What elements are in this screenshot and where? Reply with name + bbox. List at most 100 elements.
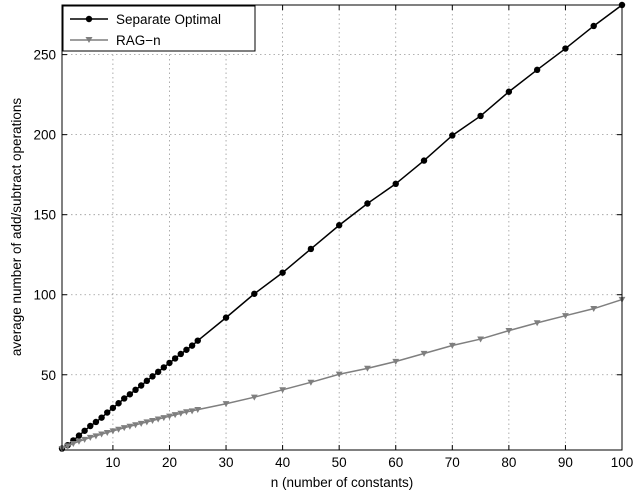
data-point [149,417,156,424]
x-tick-label: 30 [219,455,234,470]
data-point [194,337,201,344]
data-point [126,391,134,398]
x-tick-label: 90 [558,455,573,470]
data-point [335,371,343,378]
data-point [392,358,400,365]
data-point [98,431,105,438]
y-tick-label: 250 [33,48,56,63]
data-point [86,434,94,441]
data-point [335,222,343,229]
y-axis-label: average number of add/subtract operation… [9,98,24,356]
x-tick-label: 20 [162,455,177,470]
data-point [126,423,134,430]
data-point [194,407,202,414]
data-point [477,336,484,343]
grid [62,5,622,450]
data-point [590,306,598,313]
data-point [75,438,83,445]
data-point [109,428,117,435]
data-point [104,409,111,416]
legend-label-separate-optimal: Separate Optimal [116,12,221,27]
y-tick-label: 150 [33,208,56,223]
data-point [177,410,185,417]
y-tick-label: 200 [33,128,56,143]
data-point [222,314,230,321]
data-point [448,342,456,349]
data-point [171,355,179,362]
x-tick-label: 50 [332,455,347,470]
data-point [166,413,173,420]
data-point [160,415,168,422]
data-point [92,433,100,440]
x-tick-label: 10 [105,455,120,470]
data-point [307,245,315,253]
axis-ticks: 10 20 30 40 50 60 70 80 90 100 50 100 150 200 250 [33,5,633,470]
data-point [75,432,83,439]
legend-marker-separate-optimal [85,15,93,23]
data-point [64,443,72,450]
data-point [81,436,89,443]
data-point [279,387,287,394]
data-point [69,440,77,447]
data-point [279,269,286,276]
data-point [115,400,122,407]
data-point [307,379,315,386]
plot-frame [61,4,623,451]
legend: Separate Optimal RAG−n [62,5,256,52]
data-point [92,418,100,426]
data-point [188,408,196,415]
data-point [166,359,173,367]
legend-marker-rag-n [85,37,93,43]
data-point [143,419,151,426]
data-point [183,409,190,416]
plot-series [58,1,626,452]
data-point [505,88,513,95]
data-point [420,157,428,164]
series-line-rag-n [61,298,623,450]
data-point [364,200,371,207]
x-tick-label: 100 [611,455,634,470]
series-line-separate-optimal [61,4,623,450]
data-point [449,132,456,139]
data-point [477,112,484,120]
x-tick-label: 40 [275,455,290,470]
series-rag-n [58,296,626,452]
data-point [81,427,88,434]
data-point [149,373,156,380]
data-point [533,66,541,74]
data-point [171,412,179,419]
series-separate-optimal [58,1,626,452]
data-point [132,422,139,429]
data-point [188,342,196,349]
data-point [562,45,569,52]
data-point [183,346,190,353]
data-point [137,382,145,389]
data-point [533,320,541,327]
data-point [392,180,399,188]
data-point [121,395,128,402]
x-axis-label: n (number of constants) [271,475,414,490]
data-point [222,401,230,408]
y-tick-label: 50 [41,368,56,383]
data-point [562,313,569,320]
data-point [132,386,139,394]
data-point [251,290,258,297]
y-tick-label: 100 [33,288,56,303]
data-point [109,404,117,412]
data-point [87,422,94,430]
data-point [103,429,111,436]
data-point [115,426,122,433]
data-point [137,420,145,427]
data-point [143,377,151,385]
data-point [98,414,105,421]
data-point [154,416,162,423]
legend-box [62,5,256,52]
data-point [154,368,162,376]
data-point [177,350,184,358]
data-point [160,364,168,371]
legend-label-rag-n: RAG−n [116,33,161,48]
data-point [505,327,513,334]
data-point [120,425,128,432]
data-point [590,22,597,30]
